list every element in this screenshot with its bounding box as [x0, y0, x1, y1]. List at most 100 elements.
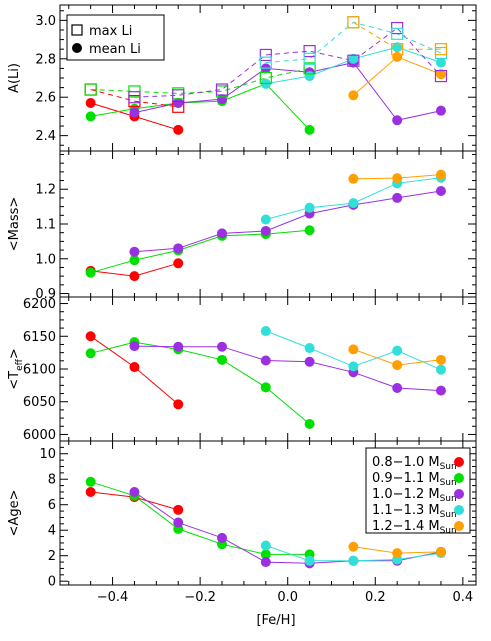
legend-marker-mean-li [72, 43, 82, 53]
legend-marker-0.8-1.0 [454, 457, 464, 467]
series-line-ALi-1.2-1.4 [353, 56, 442, 96]
legend-label-0.9-1.1: 0.9−1.1 MSun [372, 471, 457, 488]
y-tick-label: 6200 [23, 297, 56, 312]
y-tick-label: 3.0 [35, 14, 56, 29]
series-line-ALi-0.8-1.0-max [90, 89, 179, 108]
data-point-Age-1.0-1.2 [260, 557, 271, 568]
data-point-Teff-1.1-1.3 [392, 345, 403, 356]
data-point-Mass-0.9-1.1 [304, 225, 315, 236]
data-point-max-ALi-0.9-1.1 [259, 71, 272, 85]
y-tick-label: 1.1 [35, 218, 56, 233]
series-line-Teff-1.0-1.2 [134, 345, 442, 392]
series-line-ALi-1.0-1.2 [134, 62, 442, 121]
data-point-max-ALi-1.0-1.2 [303, 45, 316, 58]
series-line-ALi-0.9-1.1 [90, 83, 310, 131]
data-point-Mass-1.1-1.3 [304, 202, 315, 213]
x-tick-label: −0.2 [184, 590, 216, 605]
data-point-Mass-1.0-1.2 [217, 228, 228, 239]
y-axis-title-Mass: <Mass> [7, 197, 22, 252]
data-point-max-ALi-1.2-1.4 [391, 43, 404, 56]
legend-label-1.2-1.4: 1.2−1.4 MSun [372, 519, 457, 536]
data-point-Teff-1.1-1.3 [260, 326, 271, 337]
data-point-ALi-1.0-1.2 [129, 107, 140, 118]
data-point-ALi-1.1-1.3 [348, 53, 359, 64]
legend-label-main: 1.0−1.2 M [372, 487, 440, 502]
data-point-Teff-1.2-1.4 [392, 360, 403, 371]
data-point-Teff-0.9-1.1 [85, 348, 96, 359]
legend-marker-0.9-1.1 [454, 473, 464, 483]
y-axis-title-part: <T [7, 371, 22, 390]
y-tick-label: 8 [48, 473, 56, 488]
data-point-Teff-0.8-1.0 [129, 362, 140, 373]
series-line-Teff-0.9-1.1 [90, 341, 310, 425]
data-point-ALi-1.2-1.4 [435, 69, 446, 80]
y-axis-title-Age: <Age> [7, 490, 22, 537]
data-point-Teff-0.8-1.0 [173, 399, 184, 410]
y-tick-label: 2.8 [35, 52, 56, 67]
data-point-max-ALi-1.0-1.2 [347, 54, 360, 67]
legend-label-mean-li: mean Li [89, 42, 141, 57]
legend-label-1.0-1.2: 1.0−1.2 MSun [372, 487, 457, 504]
data-point-Teff-1.1-1.3 [435, 364, 446, 375]
legend-marker-1.2-1.4 [454, 521, 464, 531]
series-line-Age-1.0-1.2 [134, 491, 442, 564]
data-point-Teff-1.0-1.2 [217, 341, 228, 352]
panel-frame-Teff [59, 296, 477, 442]
data-point-Teff-1.0-1.2 [435, 385, 446, 396]
legend-label-main: 0.9−1.1 M [372, 471, 440, 486]
data-point-ALi-0.8-1.0 [85, 97, 96, 108]
legend-label-1.1-1.3: 1.1−1.3 MSun [372, 503, 457, 520]
x-tick-label: 0.4 [453, 590, 474, 605]
data-point-Mass-0.8-1.0 [129, 271, 140, 282]
data-point-ALi-1.1-1.3 [304, 71, 315, 82]
data-point-Teff-0.9-1.1 [217, 354, 228, 365]
y-tick-label: 10 [39, 447, 56, 462]
data-point-Age-0.8-1.0 [85, 486, 96, 497]
legend-label-max-li: max Li [89, 24, 132, 39]
y-tick-label: 4 [48, 524, 56, 539]
data-point-max-ALi-1.1-1.3 [303, 52, 316, 65]
data-point-Mass-1.0-1.2 [260, 225, 271, 236]
axis-labels: 2.4 2.6 2.8 3.0 A(Li) 0.9 1.0 1.1 1.2 <Mass> 6000 6… [7, 14, 473, 605]
data-point-Age-1.0-1.2 [217, 532, 228, 543]
data-point-max-ALi-0.9-1.1 [84, 83, 97, 96]
data-point-ALi-0.9-1.1 [85, 111, 96, 122]
legend-label-main: 1.2−1.4 M [372, 519, 440, 534]
data-point-max-ALi-1.0-1.2 [259, 48, 272, 62]
data-point-Age-0.9-1.1 [260, 549, 271, 560]
y-tick-label: 2.6 [35, 91, 56, 106]
data-point-Teff-1.0-1.2 [173, 341, 184, 352]
legend-box-li [66, 14, 165, 61]
data-point-Teff-1.0-1.2 [129, 341, 140, 352]
y-tick-label: 6000 [23, 428, 56, 443]
legend-label-main: 0.8−1.0 M [372, 455, 440, 470]
data-point-Teff-1.2-1.4 [348, 344, 359, 355]
y-tick-label: 6100 [23, 363, 56, 378]
data-point-Mass-1.0-1.2 [435, 185, 446, 196]
y-tick-label: 6150 [23, 330, 56, 345]
x-tick-label: 0.0 [277, 590, 298, 605]
data-point-max-ALi-1.2-1.4 [347, 16, 360, 29]
data-point-Age-0.8-1.0 [173, 504, 184, 515]
data-point-max-ALi-1.0-1.2 [172, 89, 185, 102]
series-line-ALi-1.0-1.2-max [134, 27, 442, 98]
data-point-Age-1.0-1.2 [173, 517, 184, 528]
data-point-ALi-1.2-1.4 [348, 90, 359, 101]
data-point-Age-1.1-1.3 [348, 555, 359, 566]
series-line-Mass-0.9-1.1 [90, 229, 310, 274]
data-point-Teff-1.0-1.2 [260, 355, 271, 366]
legend-label-main: 1.1−1.3 M [372, 503, 440, 518]
data-point-Mass-1.2-1.4 [392, 173, 403, 184]
data-point-max-ALi-1.1-1.3 [391, 27, 404, 40]
data-point-max-ALi-1.0-1.2 [128, 91, 141, 104]
data-point-Teff-0.9-1.1 [304, 418, 315, 429]
data-point-Teff-1.1-1.3 [304, 343, 315, 354]
data-point-ALi-1.0-1.2 [435, 105, 446, 116]
data-point-Teff-1.1-1.3 [348, 361, 359, 372]
y-tick-label: 1.2 [35, 183, 56, 198]
series-line-ALi-0.9-1.1-max [90, 67, 310, 94]
y-tick-label: 2 [48, 549, 56, 564]
data-point-ALi-1.1-1.3 [392, 42, 403, 53]
data-point-ALi-1.0-1.2 [217, 94, 228, 105]
x-axis-title: [Fe/H] [256, 613, 295, 628]
